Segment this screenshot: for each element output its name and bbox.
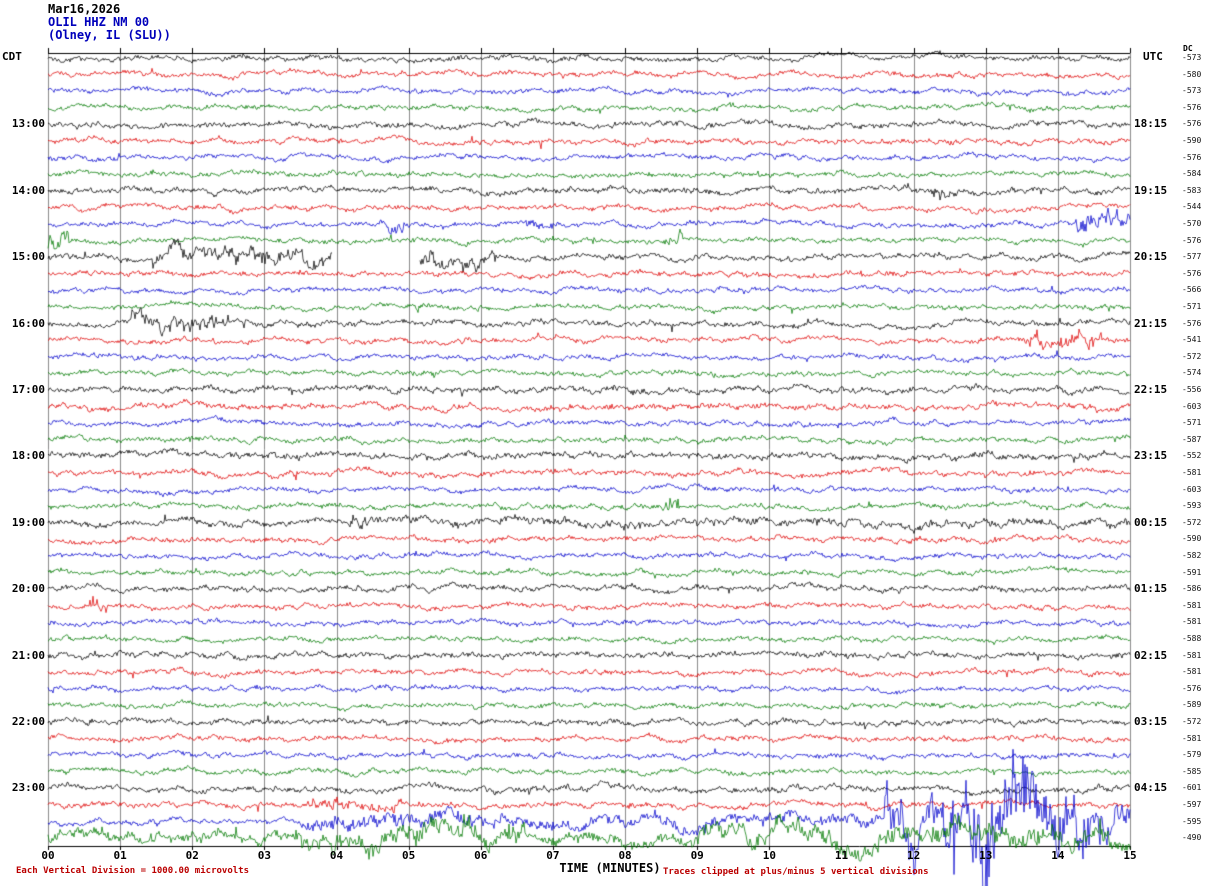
left-time-label: 16:00 — [11, 316, 45, 330]
footer-right-note: Traces clipped at plus/minus 5 vertical … — [663, 867, 929, 877]
header-station: OLIL HHZ NM 00 — [48, 15, 150, 29]
dc-value-label: -576 — [1182, 683, 1202, 693]
x-tick-label: 12 — [906, 849, 921, 862]
dc-value-label: -577 — [1182, 252, 1202, 262]
left-time-label: 23:00 — [11, 781, 45, 795]
right-timezone-label: UTC — [1143, 50, 1163, 63]
left-time-label: 21:00 — [11, 648, 45, 662]
dc-value-label: -576 — [1182, 318, 1202, 328]
left-time-label: 18:00 — [11, 449, 45, 463]
dc-value-label: -576 — [1182, 152, 1202, 162]
dc-value-label: -552 — [1182, 451, 1202, 461]
dc-value-label: -603 — [1182, 401, 1202, 411]
x-axis-title: TIME (MINUTES) — [559, 861, 661, 875]
dc-column-header: DC — [1183, 44, 1193, 53]
footer-left-note: Each Vertical Division = 1000.00 microvo… — [16, 866, 249, 876]
x-tick-label: 13 — [979, 849, 993, 862]
dc-value-label: -581 — [1182, 468, 1202, 477]
left-time-label: 13:00 — [11, 117, 45, 131]
dc-value-label: -570 — [1182, 219, 1202, 228]
dc-value-label: -589 — [1182, 700, 1202, 710]
dc-value-label: -590 — [1182, 136, 1202, 145]
dc-value-label: -573 — [1182, 86, 1202, 96]
dc-value-label: -583 — [1182, 185, 1202, 195]
dc-value-label: -574 — [1182, 368, 1202, 378]
dc-value-label: -581 — [1182, 617, 1202, 627]
dc-value-label: -572 — [1182, 717, 1202, 726]
x-tick-label: 04 — [329, 849, 344, 862]
dc-value-label: -541 — [1182, 335, 1202, 345]
dc-value-label: -571 — [1182, 302, 1202, 311]
dc-value-label: -556 — [1182, 385, 1202, 394]
dc-value-label: -576 — [1182, 268, 1202, 278]
left-time-label: 19:00 — [11, 515, 45, 529]
x-tick-label: 00 — [41, 849, 55, 862]
header-location: (Olney, IL (SLU)) — [48, 28, 171, 42]
dc-value-label: -580 — [1182, 69, 1202, 79]
right-time-label: 04:15 — [1134, 781, 1168, 795]
dc-value-label: -593 — [1182, 501, 1202, 511]
dc-value-label: -590 — [1182, 534, 1202, 544]
dc-value-label: -576 — [1182, 235, 1202, 245]
left-time-label: 17:00 — [11, 383, 45, 396]
dc-value-label: -571 — [1182, 418, 1202, 428]
right-time-label: 03:15 — [1134, 715, 1168, 728]
dc-value-label: -585 — [1182, 766, 1202, 776]
x-tick-label: 03 — [257, 849, 272, 862]
dc-value-label: -601 — [1182, 783, 1202, 793]
dc-value-label: -490 — [1182, 833, 1202, 843]
left-time-label: 20:00 — [11, 582, 45, 596]
x-tick-label: 14 — [1051, 849, 1065, 862]
dc-value-label: -572 — [1182, 517, 1202, 527]
dc-value-label: -573 — [1182, 53, 1202, 62]
x-tick-label: 06 — [474, 849, 488, 862]
right-time-label: 19:15 — [1134, 183, 1168, 197]
left-time-label: 22:00 — [11, 715, 45, 728]
dc-value-label: -588 — [1182, 634, 1202, 643]
dc-value-label: -586 — [1182, 584, 1202, 594]
right-time-label: 22:15 — [1134, 383, 1168, 396]
dc-value-label: -572 — [1182, 351, 1202, 361]
x-tick-label: 01 — [113, 849, 127, 862]
x-tick-label: 10 — [762, 849, 776, 862]
header-date: Mar16,2026 — [48, 2, 121, 16]
dc-value-label: -587 — [1182, 434, 1202, 444]
right-time-label: 02:15 — [1134, 648, 1168, 662]
dc-value-label: -581 — [1182, 650, 1202, 660]
right-time-label: 18:15 — [1134, 117, 1168, 131]
left-timezone-label: CDT — [2, 50, 22, 63]
dc-value-label: -584 — [1182, 169, 1202, 179]
header: Mar16,2026 OLIL HHZ NM 00 (Olney, IL (SL… — [48, 3, 171, 42]
dc-value-label: -597 — [1182, 800, 1202, 809]
left-time-label: 14:00 — [11, 183, 45, 197]
left-time-label: 15:00 — [11, 250, 45, 264]
dc-value-label: -566 — [1182, 285, 1202, 295]
x-tick-label: 07 — [546, 849, 560, 862]
x-tick-label: 09 — [690, 849, 704, 862]
dc-value-label: -579 — [1182, 750, 1202, 760]
x-tick-label: 11 — [834, 849, 849, 862]
right-time-label: 01:15 — [1134, 582, 1168, 596]
x-tick-label: 15 — [1123, 849, 1137, 862]
right-time-label: 21:15 — [1134, 316, 1168, 330]
dc-value-label: -581 — [1182, 667, 1202, 677]
dc-value-label: -591 — [1182, 567, 1202, 577]
right-time-label: 23:15 — [1134, 449, 1168, 463]
x-tick-label: 08 — [618, 849, 632, 862]
right-time-label: 20:15 — [1134, 250, 1168, 264]
dc-value-label: -576 — [1182, 119, 1202, 129]
dc-value-label: -595 — [1182, 816, 1202, 826]
dc-value-label: -544 — [1182, 202, 1202, 212]
x-tick-label: 02 — [185, 849, 199, 862]
right-time-label: 00:15 — [1134, 515, 1168, 529]
x-tick-label: 05 — [402, 849, 416, 862]
dc-value-label: -581 — [1182, 600, 1202, 610]
dc-value-label: -603 — [1182, 484, 1202, 494]
dc-value-label: -581 — [1182, 733, 1202, 743]
dc-value-label: -576 — [1182, 102, 1202, 112]
dc-value-label: -582 — [1182, 551, 1202, 560]
